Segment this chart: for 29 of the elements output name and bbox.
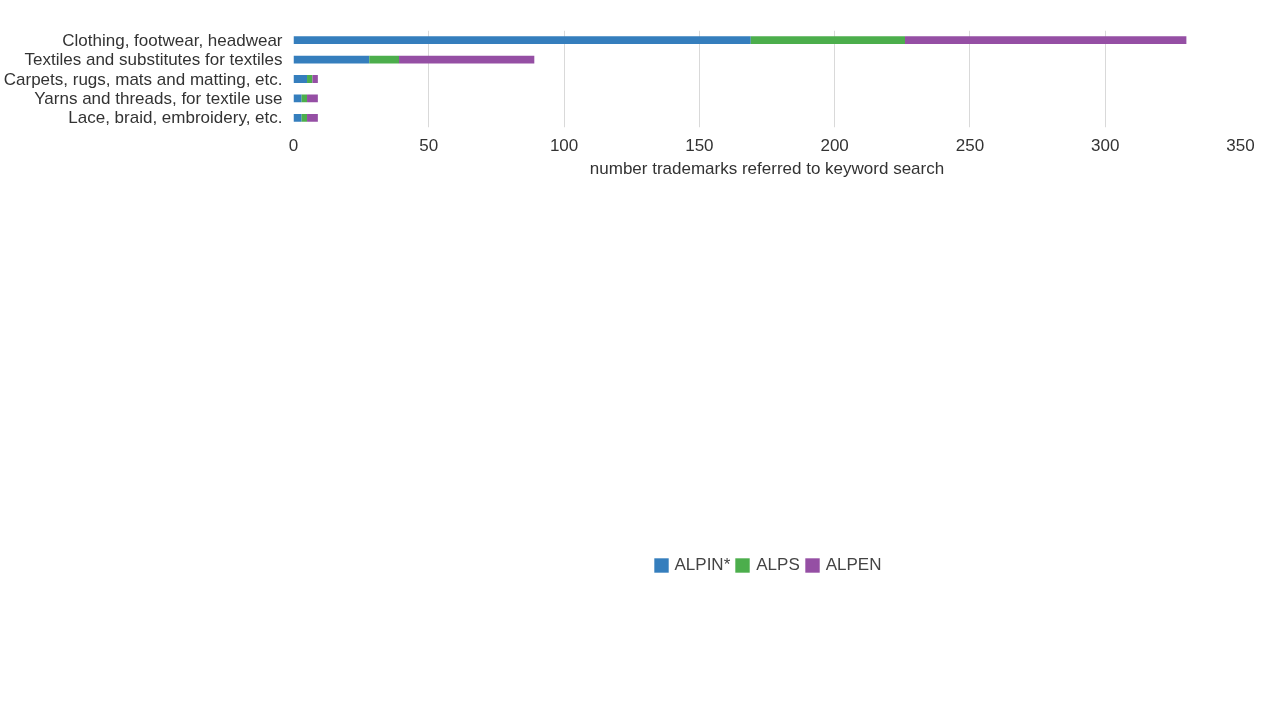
legend-label: ALPEN [825,555,882,575]
bar [293,36,751,45]
x-tick-label: 100 [549,135,579,155]
x-tick-label: 250 [955,135,985,155]
bar [369,55,400,64]
bar [307,75,313,83]
bar [293,75,308,83]
x-tick-label: 200 [820,135,849,155]
bar [307,94,318,103]
bar [904,36,1187,45]
x-tick-label: 300 [1091,135,1120,155]
bar [301,113,308,122]
y-tick-label: Clothing, footwear, headwear [62,30,283,50]
bar [293,113,302,122]
y-tick-label: Carpets, rugs, mats and matting, etc. [3,69,283,89]
x-tick-label: 50 [419,135,439,155]
bar [750,36,905,45]
bar [307,113,318,122]
x-tick-label: 0 [288,135,299,155]
y-tick-label: Lace, braid, embroidery, etc. [68,108,283,128]
legend-label: ALPIN* [674,555,731,575]
x-axis-title: number trademarks referred to keyword search [589,158,945,178]
x-tick-label: 150 [685,135,714,155]
y-tick-label: Yarns and threads, for textile use [34,88,283,108]
y-tick-label: Textiles and substitutes for textiles [24,50,283,70]
legend-label: ALPS [756,555,800,575]
bar [399,55,535,64]
bar [312,75,318,83]
x-tick-label: 350 [1226,135,1255,155]
